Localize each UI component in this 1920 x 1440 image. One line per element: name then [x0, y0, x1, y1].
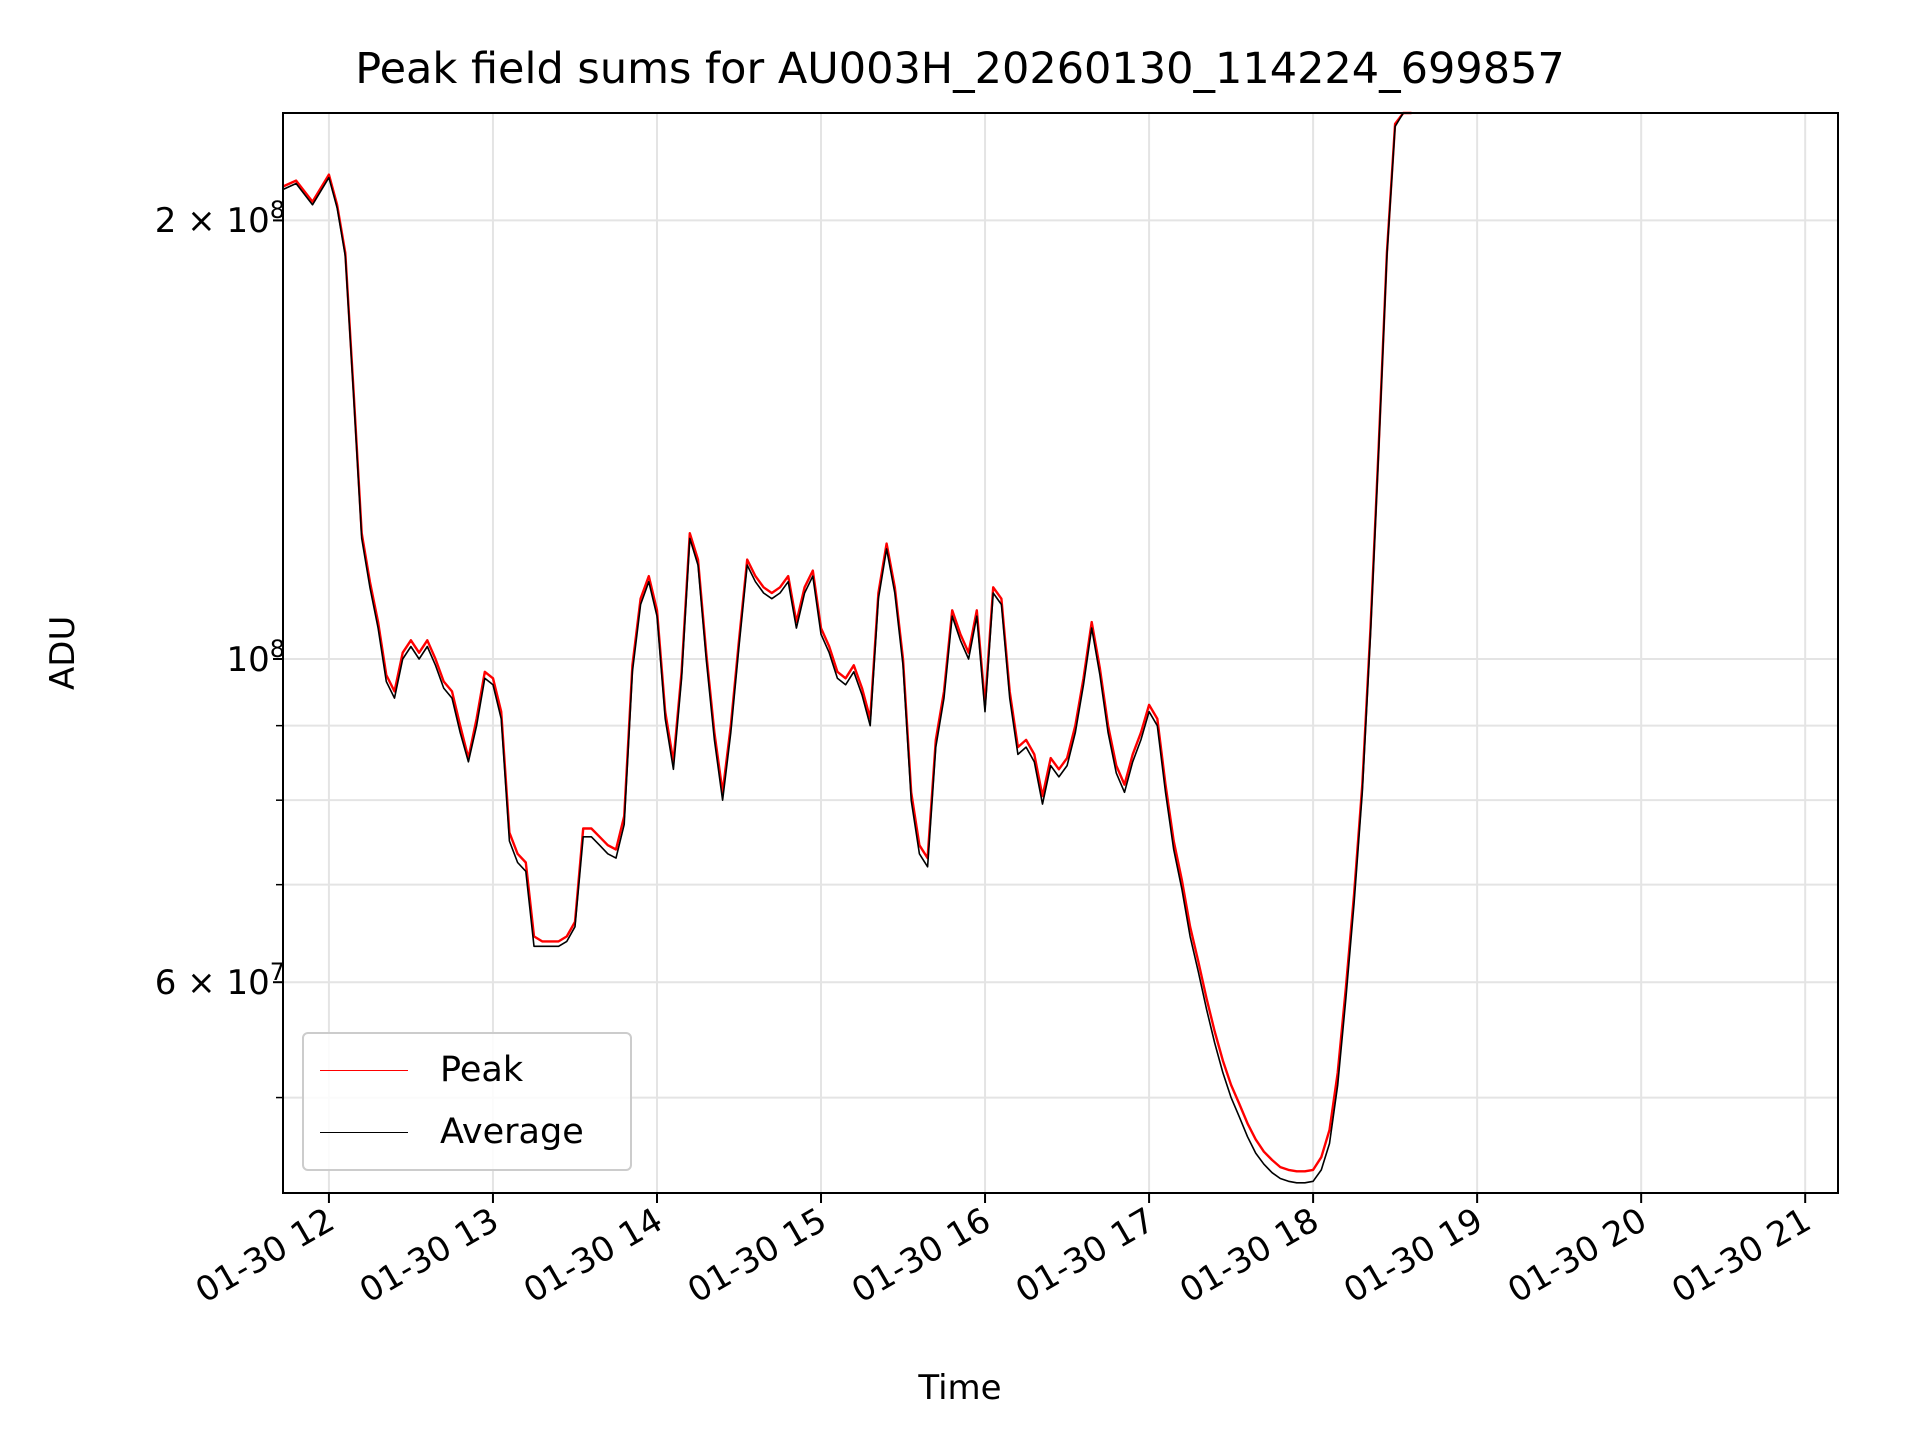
x-tick-label: 01-30 17: [1009, 1200, 1161, 1311]
legend-label-peak: Peak: [440, 1050, 524, 1090]
x-tick-label: 01-30 16: [845, 1200, 997, 1311]
series-line-average: [282, 112, 1412, 1184]
legend-label-average: Average: [440, 1112, 584, 1152]
y-axis-label: ADU: [43, 615, 83, 690]
grid: [283, 113, 1838, 1193]
legend-swatch-average: [320, 1132, 408, 1133]
plot-frame: [282, 112, 1839, 1194]
series-layer: [282, 111, 1412, 1184]
legend-item-average: Average: [304, 1108, 630, 1158]
x-tick-label: 01-30 18: [1173, 1200, 1325, 1311]
x-axis-ticks: 01-30 12 01-30 13 01-30 14 01-30 15 01-30 16…: [189, 1193, 1818, 1311]
x-tick-label: 01-30 15: [681, 1200, 833, 1311]
chart-title: Peak field sums for AU003H_20260130_1142…: [355, 44, 1565, 94]
x-tick-label: 01-30 14: [517, 1200, 669, 1311]
legend-item-peak: Peak: [304, 1046, 630, 1096]
series-line-peak: [282, 111, 1412, 1173]
x-tick-label: 01-30 20: [1501, 1200, 1653, 1311]
x-tick-label: 01-30 19: [1337, 1200, 1489, 1311]
y-axis-ticks: [273, 219, 283, 1099]
x-tick-label: 01-30 12: [189, 1200, 341, 1311]
legend: Peak Average: [302, 1032, 632, 1171]
x-axis-label: Time: [918, 1368, 1002, 1408]
y-tick-label: 2 × 108: [154, 196, 285, 242]
y-tick-label: 6 × 107: [154, 958, 285, 1004]
legend-swatch-peak: [320, 1070, 408, 1071]
y-tick-label: 108: [226, 634, 285, 680]
x-tick-label: 01-30 21: [1665, 1200, 1817, 1311]
x-tick-label: 01-30 13: [353, 1200, 505, 1311]
